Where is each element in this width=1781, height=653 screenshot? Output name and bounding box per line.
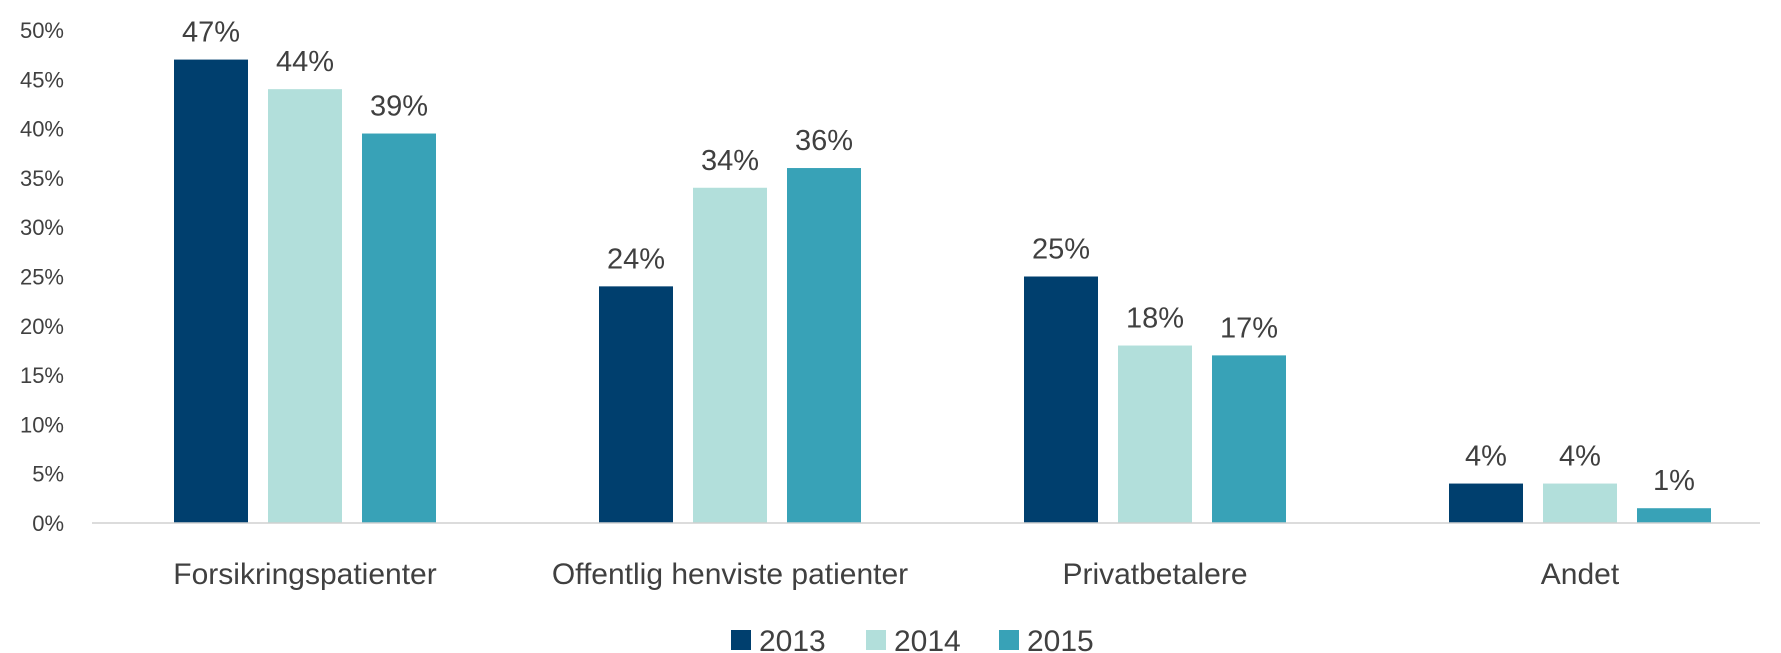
bar-2013 [1449, 483, 1523, 523]
legend-swatch-2014 [866, 630, 886, 650]
bar-2013 [1024, 276, 1098, 523]
legend-label: 2014 [894, 625, 961, 653]
legend: 2013 2014 2015 [731, 625, 1094, 653]
y-tick-label: 15% [20, 363, 64, 388]
legend-label: 2013 [759, 625, 826, 653]
bar-2013 [174, 59, 248, 523]
data-label: 24% [607, 243, 665, 275]
y-axis-ticks: 0% 5% 10% 15% 20% 25% 30% 35% 40% 45% 50% [20, 18, 64, 536]
y-tick-label: 10% [20, 412, 64, 437]
bar-2014 [268, 89, 342, 523]
data-label: 39% [370, 91, 428, 123]
bar-2014 [1118, 345, 1192, 523]
bar-2015 [362, 133, 436, 523]
data-label: 17% [1220, 312, 1278, 344]
y-tick-label: 40% [20, 117, 64, 142]
data-label: 47% [182, 17, 240, 49]
data-label: 44% [276, 46, 334, 78]
data-label: 4% [1465, 441, 1507, 473]
legend-swatch-2013 [731, 630, 751, 650]
bar-2014 [1543, 483, 1617, 523]
bar-2014 [693, 187, 767, 523]
bar-2015 [787, 168, 861, 524]
legend-label: 2015 [1027, 625, 1094, 653]
bars [174, 59, 1711, 524]
data-label: 1% [1653, 465, 1695, 497]
category-label: Forsikringspatienter [173, 558, 436, 591]
y-tick-label: 20% [20, 314, 64, 339]
data-label: 18% [1126, 303, 1184, 335]
data-label: 34% [701, 145, 759, 177]
x-axis-categories: Forsikringspatienter Offentlig henviste p… [173, 558, 1620, 591]
y-tick-label: 0% [32, 511, 64, 536]
y-tick-label: 30% [20, 215, 64, 240]
y-tick-label: 45% [20, 67, 64, 92]
data-label: 25% [1032, 234, 1090, 266]
y-tick-label: 35% [20, 166, 64, 191]
data-label: 4% [1559, 441, 1601, 473]
bar-2015 [1212, 355, 1286, 523]
y-tick-label: 25% [20, 265, 64, 290]
data-labels: 47% 44% 39% 24% 34% 36% 25% 18% 17% 4% 4% 1% [182, 17, 1695, 498]
bar-2015 [1637, 508, 1711, 523]
data-label: 36% [795, 125, 853, 157]
category-label: Offentlig henviste patienter [552, 558, 908, 591]
category-label: Privatbetalere [1062, 558, 1247, 591]
legend-swatch-2015 [999, 630, 1019, 650]
category-label: Andet [1541, 558, 1620, 591]
y-tick-label: 5% [32, 462, 64, 487]
y-tick-label: 50% [20, 18, 64, 43]
bar-2013 [599, 286, 673, 523]
